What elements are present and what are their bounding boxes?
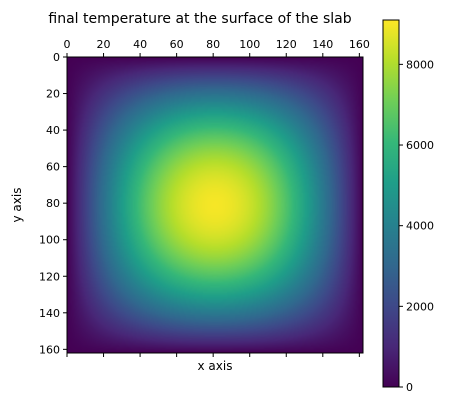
plot-area: [66, 56, 364, 354]
x-tick-label: 140: [312, 38, 333, 51]
x-tick-label: 60: [170, 38, 184, 51]
heatmap-image: [67, 57, 363, 353]
x-axis-label: x axis: [198, 359, 233, 373]
y-tick-label: 160: [39, 343, 60, 356]
y-tick-label: 60: [46, 161, 60, 174]
x-axis: 0 20 40 60 80 100 120 140 160: [64, 38, 370, 357]
colorbar-tick-label: 8000: [406, 58, 434, 71]
x-tick-label: 20: [97, 38, 111, 51]
chart-title: final temperature at the surface of the …: [48, 11, 351, 27]
x-tick-label: 40: [133, 38, 147, 51]
y-tick-label: 0: [53, 51, 60, 64]
colorbar-tick-label: 2000: [406, 300, 434, 313]
colorbar-gradient: [382, 19, 400, 388]
y-axis: 0 20 40 60 80 100 120 140 160: [39, 51, 67, 356]
colorbar: 0 2000 4000 6000 8000: [382, 19, 434, 394]
y-tick-label: 40: [46, 124, 60, 137]
y-tick-label: 20: [46, 88, 60, 101]
y-tick-label: 140: [39, 307, 60, 320]
x-tick-label: 80: [206, 38, 220, 51]
y-tick-label: 80: [46, 197, 60, 210]
y-axis-label: y axis: [10, 188, 24, 223]
plot-frame: [66, 56, 364, 354]
x-tick-label: 120: [276, 38, 297, 51]
y-tick-label: 120: [39, 270, 60, 283]
colorbar-tick-label: 6000: [406, 139, 434, 152]
x-tick-label: 0: [64, 38, 71, 51]
colorbar-tick-label: 0: [406, 381, 413, 394]
y-tick-label: 100: [39, 234, 60, 247]
colorbar-ticks: 0 2000 4000 6000 8000: [399, 58, 434, 394]
x-tick-label: 100: [239, 38, 260, 51]
colorbar-tick-label: 4000: [406, 220, 434, 233]
x-tick-label: 160: [349, 38, 370, 51]
